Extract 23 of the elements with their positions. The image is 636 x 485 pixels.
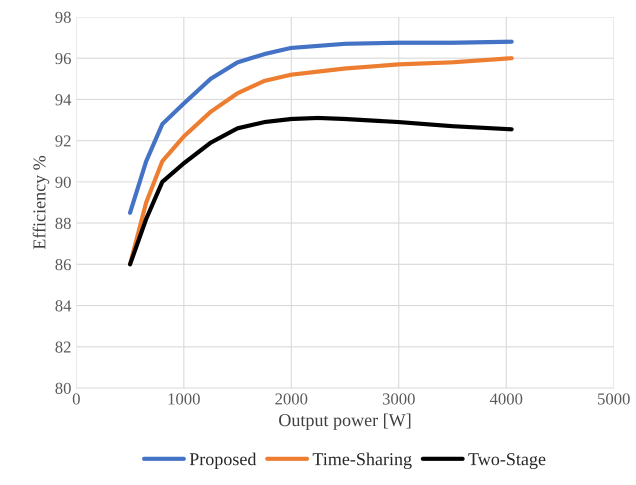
y-tick-label: 82	[55, 341, 71, 353]
legend-label: Two-Stage	[468, 453, 546, 470]
y-tick-label: 94	[55, 94, 72, 106]
y-tick-label: 92	[55, 135, 71, 147]
line-series	[128, 116, 514, 266]
legend-label: Time-Sharing	[312, 452, 412, 470]
x-tick-label: 3000	[382, 393, 415, 405]
y-tick-label: 90	[55, 176, 71, 188]
y-tick-label: 84	[55, 300, 72, 312]
x-tick-label: 5000	[598, 393, 630, 405]
y-tick-label: 96	[55, 52, 71, 64]
x-axis-title: Output power [W]	[279, 414, 410, 430]
y-axis-title: Efficiency %	[32, 156, 50, 250]
y-tick-label: 86	[55, 259, 71, 270]
x-tick-label: 1000	[168, 393, 200, 405]
x-tick-label: 0	[72, 393, 80, 405]
legend-label: Proposed	[190, 452, 256, 469]
y-tick-label: 88	[55, 218, 71, 230]
x-tick-label: 4000	[490, 393, 522, 405]
x-tick-label: 2000	[275, 393, 308, 405]
line-series	[128, 40, 514, 215]
y-tick-label: 80	[55, 382, 71, 394]
y-tick-label: 98	[55, 12, 71, 23]
